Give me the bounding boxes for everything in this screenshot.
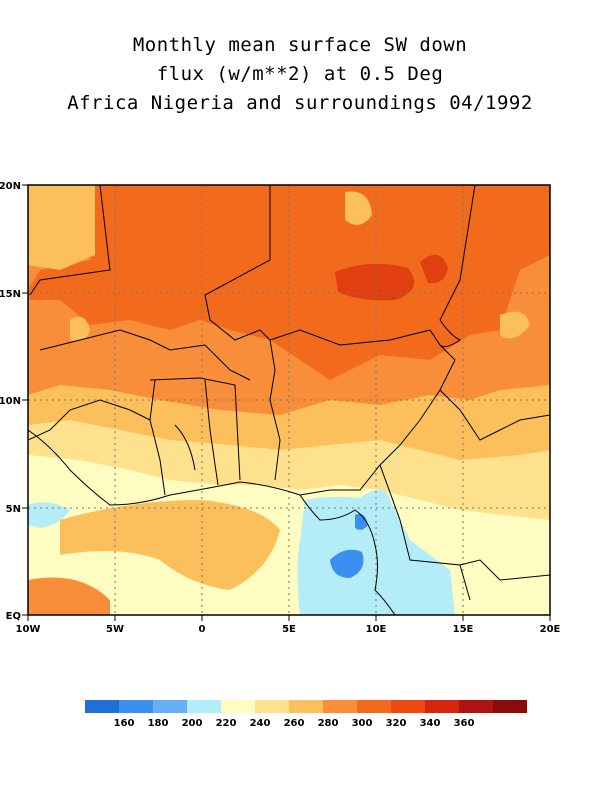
lon-label: 5W [106,624,124,635]
field-180-core [330,549,364,578]
lat-label: 15N [0,289,21,300]
ivory-guinea-border [28,399,151,441]
field-pocket-nw [28,185,95,270]
legend-swatch [187,700,221,713]
lon-label: 10E [366,624,387,635]
legend-swatch [357,700,391,713]
legend-label: 160 [114,718,135,729]
cameroon-border [379,464,471,601]
legend-swatch [289,700,323,713]
ghana-ivory-border [149,379,166,496]
legend-label: 260 [284,718,305,729]
legend-swatch [323,700,357,713]
lake-chad [439,319,461,348]
legend-label: 240 [250,718,271,729]
legend-label: 320 [386,718,407,729]
lon-label: 15E [453,624,474,635]
legend-swatch [255,700,289,713]
lon-label: 0 [199,624,206,635]
nigeria-border [269,329,456,496]
field-340-core [335,263,415,301]
title-line-2: flux (w/m**2) at 0.5 Deg [156,63,444,85]
legend-label: 220 [216,718,237,729]
title-line-1: Monthly mean surface SW down [132,34,468,56]
legend-label: 300 [352,718,373,729]
title-line-3: Africa Nigeria and surroundings 04/1992 [67,92,533,114]
lon-label: 20E [540,624,561,635]
legend-label: 180 [148,718,169,729]
lat-label: 10N [0,396,21,407]
mali-niger-border [204,185,271,341]
legend-swatch [493,700,527,713]
field-180-core-2 [355,513,368,530]
lon-label: 10W [16,624,41,635]
lat-label: 5N [6,504,21,515]
mauritania-mali-border [29,185,111,296]
niger-chad-border [439,185,476,321]
field-pocket-e [500,311,530,339]
field-ocean-300 [28,577,110,615]
field-pocket-w [70,316,90,342]
legend-labels: 160 180 200 220 240 260 280 300 320 340 360 [114,718,475,729]
ghana-border [149,377,241,481]
legend-swatch [425,700,459,713]
legend-colorbar [85,700,527,713]
congo-border [459,559,550,581]
lat-label: 20N [0,181,21,192]
lat-label: EQ [6,611,21,622]
legend-label: 360 [454,718,475,729]
field-340-core-2 [420,254,448,284]
legend-label: 280 [318,718,339,729]
legend-swatch [119,700,153,713]
legend-swatch [391,700,425,713]
lake-volta [174,424,196,471]
coastline [28,429,396,615]
lon-label: 5E [282,624,296,635]
legend-swatch [459,700,493,713]
legend-label: 200 [182,718,203,729]
map-borders [28,185,550,615]
legend-label: 340 [420,718,441,729]
tick-marks [22,184,551,621]
field-pocket-n [345,191,372,225]
chad-car-border [439,389,550,441]
legend-swatch [153,700,187,713]
togo-border [204,379,219,486]
mali-burkina-border [39,329,251,381]
field-220-west [28,502,70,528]
legend-swatch [85,700,119,713]
legend-swatch [221,700,255,713]
